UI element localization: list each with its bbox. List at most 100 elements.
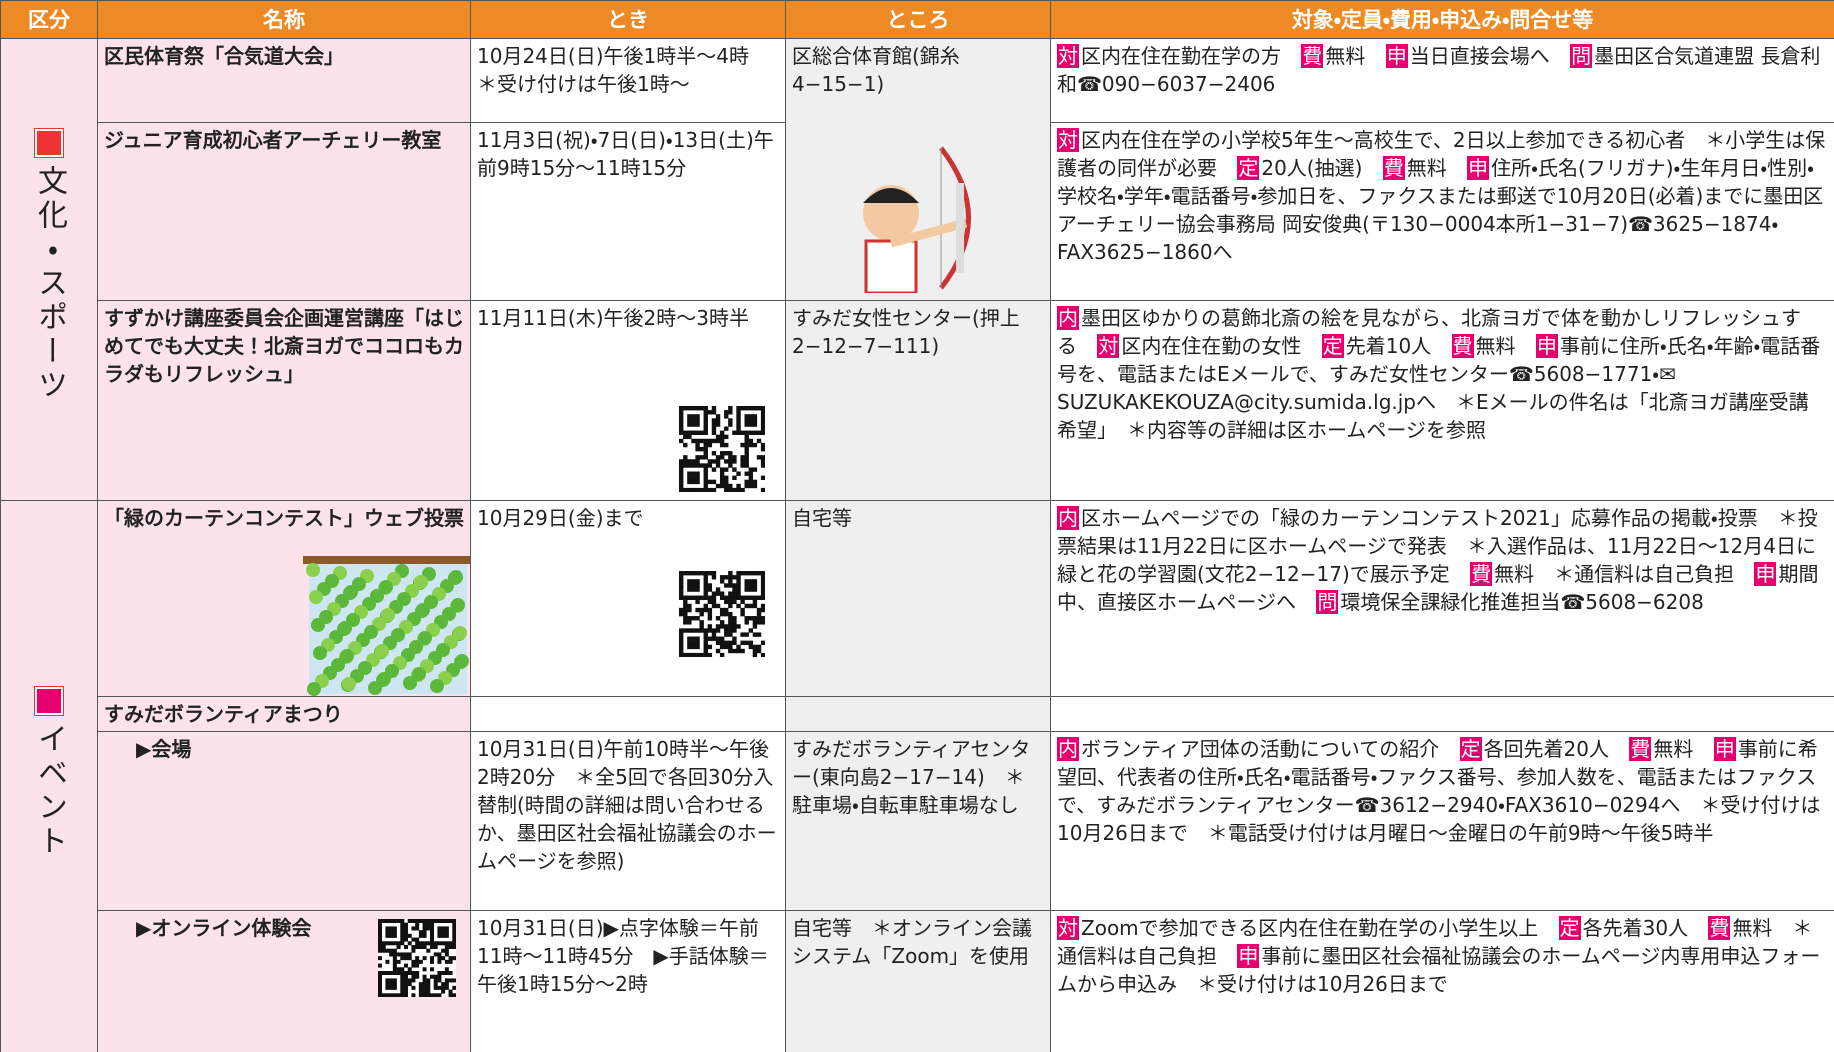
detail-item: 費無料 xyxy=(1382,156,1447,180)
detail-item: 費無料 xyxy=(1301,44,1365,68)
when-cell: 11月3日(祝)・7日(日)・13日(土)午前9時15分～11時15分 xyxy=(470,122,786,301)
detail-tag: 申 xyxy=(1467,156,1490,180)
detail-text: 無料 xyxy=(1325,44,1366,68)
detail-item: 内ボランティア団体の活動についての紹介 xyxy=(1057,737,1439,761)
where-cell xyxy=(785,696,1051,732)
when-cell: 10月31日(日)午前10時半～午後2時20分 ＊全5回で各回30分入替制(時間… xyxy=(470,731,786,911)
details-cell: 対区内在住在勤在学の方 費無料 申当日直接会場へ 問墨田区合気道連盟 長倉利和☎… xyxy=(1050,38,1834,123)
section-label: イベント xyxy=(32,723,67,859)
qr-wrap xyxy=(378,919,457,1004)
column-header: 対象・定員・費用・申込み・問合せ等 xyxy=(1050,0,1834,39)
name-cell: 区民体育祭「合気道大会」 xyxy=(97,38,471,123)
when-cell: 10月24日(日)午後1時半～4時 ＊受け付けは午後1時～ xyxy=(470,38,786,123)
detail-tag: 費 xyxy=(1708,916,1731,940)
detail-text: Zoomで参加できる区内在住在勤在学の小学生以上 xyxy=(1081,916,1539,940)
detail-tag: 対 xyxy=(1057,44,1079,68)
detail-text: 事前に住所・氏名・年齢・電話番号を、電話またはEメールで、すみだ女性センター☎5… xyxy=(1057,334,1821,442)
curtain-svg xyxy=(303,556,470,696)
detail-text: 墨田区ゆかりの葛飾北斎の絵を見ながら、北斎ヨガで体を動かしリフレッシュする xyxy=(1057,306,1801,358)
detail-text: 墨田区合気道連盟 長倉利和☎090−6037−2406 xyxy=(1057,44,1821,96)
detail-item: 定先着10人 xyxy=(1321,334,1431,358)
detail-text: 住所・氏名(フリガナ)・生年月日・性別・学校名・学年・電話番号・参加日を、ファク… xyxy=(1057,156,1824,264)
when-cell: 10月29日(金)まで xyxy=(470,500,786,697)
header-row: 区分 名称 とき ところ 対象・定員・費用・申込み・問合せ等 xyxy=(0,0,1834,39)
detail-tag: 定 xyxy=(1459,737,1482,761)
detail-tag: 内 xyxy=(1057,306,1079,330)
detail-item: 費無料 xyxy=(1629,737,1693,761)
name-cell: ジュニア育成初心者アーチェリー教室 xyxy=(97,122,471,301)
detail-tag: 内 xyxy=(1057,506,1079,530)
details-cell: 内区ホームページでの「緑のカーテンコンテスト2021」応募作品の掲載・投票 ＊投… xyxy=(1050,500,1834,697)
detail-tag: 定 xyxy=(1321,334,1344,358)
column-header: 名称 xyxy=(97,0,471,39)
detail-item: 対区内在住在勤在学の方 xyxy=(1057,44,1281,68)
when-cell: 10月31日(日)▶点字体験＝午前11時～11時45分 ▶手話体験＝午後1時15… xyxy=(470,910,786,1052)
detail-item: 内区ホームページでの「緑のカーテンコンテスト2021」応募作品の掲載・投票 ＊投… xyxy=(1057,506,1818,586)
table-row: すみだボランティアまつり xyxy=(1,696,1834,732)
section-icon xyxy=(34,128,64,158)
where-cell: すみだ女性センター(押上2−12−7−111) xyxy=(785,300,1051,501)
name-cell: ▶会場 xyxy=(97,731,471,911)
qr-code xyxy=(679,571,766,658)
detail-text: 無料 ＊通信料は自己負担 xyxy=(1494,562,1735,586)
detail-tag: 費 xyxy=(1629,737,1652,761)
detail-item: 費無料 ＊通信料は自己負担 xyxy=(1057,916,1812,968)
where-cell: 自宅等 xyxy=(785,500,1051,697)
detail-tag: 問 xyxy=(1570,44,1593,68)
detail-text: 無料 xyxy=(1653,737,1694,761)
detail-tag: 定 xyxy=(1558,916,1581,940)
section-cell: 文化・スポーツ xyxy=(0,38,98,501)
when-cell: 11月11日(木)午後2時～3時半 xyxy=(470,300,786,501)
details-cell: 対区内在住在学の小学校5年生～高校生で、2日以上参加できる初心者 ＊小学生は保護… xyxy=(1050,122,1834,301)
detail-tag: 申 xyxy=(1535,334,1558,358)
column-header: 区分 xyxy=(0,0,98,39)
archer-illustration xyxy=(846,143,996,300)
detail-tag: 費 xyxy=(1301,44,1324,68)
detail-tag: 申 xyxy=(1385,44,1408,68)
table-row: 文化・スポーツ 区民体育祭「合気道大会」 10月24日(日)午後1時半～4時 ＊受け… xyxy=(0,38,1834,501)
detail-tag: 費 xyxy=(1470,562,1493,586)
where-cell: 区総合体育館(錦糸4−15−1) xyxy=(785,38,1051,123)
when-cell xyxy=(470,696,786,732)
section-label: 文化・スポーツ xyxy=(32,165,67,403)
column-header: ところ xyxy=(785,0,1051,39)
detail-item: 定各回先着20人 xyxy=(1459,737,1609,761)
detail-item: 費無料 xyxy=(1451,334,1516,358)
detail-item: 定各先着30人 xyxy=(1558,916,1688,940)
detail-tag: 内 xyxy=(1057,737,1079,761)
table-row: イベント 「緑のカーテンコンテスト」ウェブ投票 10月29日(金)まで 自宅等内区ホー… xyxy=(0,500,1834,1052)
detail-item: 対区内在住在学の小学校5年生～高校生で、2日以上参加できる初心者 ＊小学生は保護… xyxy=(1057,128,1825,180)
detail-item: 費無料 ＊通信料は自己負担 xyxy=(1470,562,1734,586)
detail-item: 申当日直接会場へ xyxy=(1385,44,1550,68)
detail-tag: 申 xyxy=(1754,562,1777,586)
detail-tag: 対 xyxy=(1057,128,1079,152)
section-cell: イベント xyxy=(0,500,98,1052)
detail-tag: 申 xyxy=(1713,737,1736,761)
qr-code xyxy=(378,919,457,998)
where-cell: 自宅等 ＊オンライン会議システム「Zoom」を使用 xyxy=(785,910,1051,1052)
detail-tag: 対 xyxy=(1057,916,1079,940)
table-row: ▶会場 10月31日(日)午前10時半～午後2時20分 ＊全5回で各回30分入替制… xyxy=(1,731,1834,911)
archer-svg xyxy=(863,145,971,294)
qr-wrap xyxy=(679,571,766,664)
detail-tag: 費 xyxy=(1451,334,1474,358)
detail-tag: 問 xyxy=(1316,590,1339,614)
details-cell xyxy=(1050,696,1834,732)
column-header: とき xyxy=(470,0,786,39)
curtain-illustration xyxy=(303,556,470,696)
detail-item: 問環境保全課緑化推進担当☎5608−6208 xyxy=(1316,590,1704,614)
name-cell: ▶オンライン体験会 xyxy=(97,910,471,1052)
detail-text: 当日直接会場へ xyxy=(1409,44,1550,68)
qr-wrap xyxy=(679,406,766,499)
details-cell: 内墨田区ゆかりの葛飾北斎の絵を見ながら、北斎ヨガで体を動かしリフレッシュする 対… xyxy=(1050,300,1834,501)
name-cell: すずかけ講座委員会企画運営講座「はじめてでも大丈夫！北斎ヨガでココロもカラダもリ… xyxy=(97,300,471,501)
table-row: ▶オンライン体験会 10月31日(日)▶点字体験＝午前11時～11時45分 ▶手話… xyxy=(1,910,1834,1052)
detail-item: 対区内在住在勤の女性 xyxy=(1097,334,1301,358)
where-cell: すみだボランティアセンター(東向島2−17−14) ＊駐車場・自転車駐車場なし xyxy=(785,731,1051,911)
detail-text: 区内在住在勤在学の方 xyxy=(1081,44,1281,68)
detail-text: 事前に希望回、代表者の住所・氏名・電話番号・ファクス番号、参加人数を、電話または… xyxy=(1057,737,1821,845)
detail-text: 区内在住在勤の女性 xyxy=(1121,334,1302,358)
table-row: すずかけ講座委員会企画運営講座「はじめてでも大丈夫！北斎ヨガでココロもカラダもリ… xyxy=(1,300,1834,501)
